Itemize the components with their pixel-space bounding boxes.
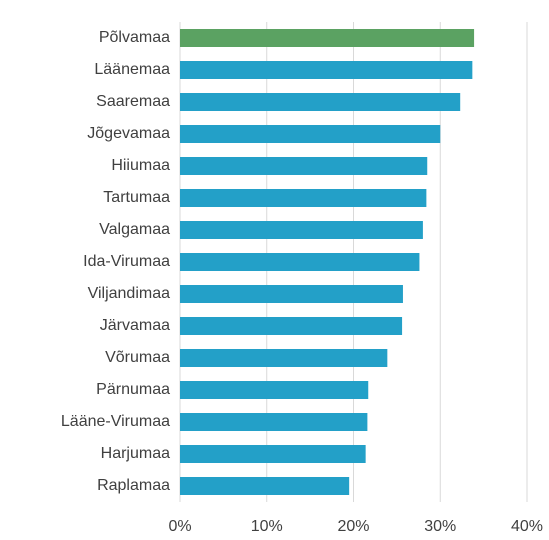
bar (180, 157, 428, 175)
bar (180, 285, 403, 303)
bar (180, 221, 423, 239)
y-tick-label: Põlvamaa (99, 29, 170, 46)
y-tick-label: Valgamaa (99, 221, 170, 238)
bar (180, 29, 475, 47)
bar (180, 253, 420, 271)
x-tick-label: 30% (424, 518, 456, 535)
y-tick-label: Võrumaa (105, 349, 170, 366)
y-tick-label: Lääne-Virumaa (61, 413, 170, 430)
bar (180, 61, 473, 79)
bar (180, 125, 441, 143)
x-tick-label: 10% (251, 518, 283, 535)
x-tick-label: 0% (168, 518, 191, 535)
bar (180, 445, 366, 463)
bar (180, 93, 461, 111)
bar (180, 413, 368, 431)
y-tick-label: Tartumaa (103, 189, 170, 206)
y-tick-label: Viljandimaa (88, 285, 171, 302)
y-tick-label: Saaremaa (96, 93, 170, 110)
y-tick-label: Raplamaa (97, 477, 170, 494)
y-tick-label: Läänemaa (94, 61, 170, 78)
x-tick-label: 20% (337, 518, 369, 535)
y-tick-label: Ida-Virumaa (83, 253, 170, 270)
y-tick-label: Järvamaa (100, 317, 170, 334)
bar (180, 349, 388, 367)
x-tick-label: 40% (511, 518, 543, 535)
y-tick-label: Hiiumaa (111, 157, 170, 174)
bar (180, 477, 350, 495)
y-tick-label: Harjumaa (101, 445, 170, 462)
bar (180, 381, 369, 399)
bar (180, 189, 427, 207)
y-tick-label: Pärnumaa (96, 381, 170, 398)
y-tick-label: Jõgevamaa (87, 125, 170, 142)
bar (180, 317, 403, 335)
